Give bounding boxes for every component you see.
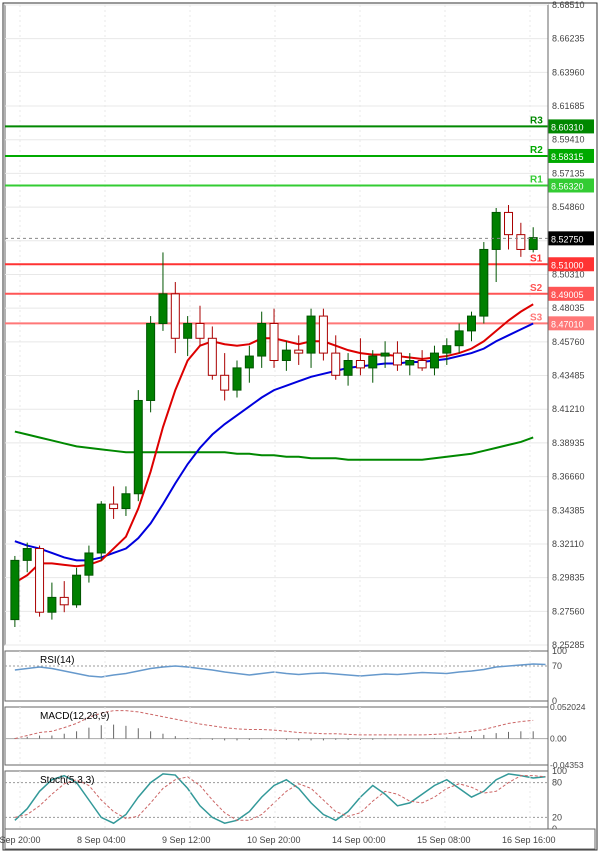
svg-text:8.56320: 8.56320 <box>551 181 584 191</box>
macd-panel: MACD(12,26,9)-0.043530.000.052024 <box>5 702 586 770</box>
svg-text:0.00: 0.00 <box>550 734 567 744</box>
x-tick-label: 6 Sep 20:00 <box>0 835 41 845</box>
svg-text:8.57135: 8.57135 <box>552 168 585 178</box>
svg-text:8.27560: 8.27560 <box>552 606 585 616</box>
candle-body <box>467 316 475 331</box>
candle-body <box>492 212 500 249</box>
candle-body <box>23 549 31 561</box>
x-tick-label: 10 Sep 20:00 <box>247 835 301 845</box>
svg-text:8.59410: 8.59410 <box>552 135 585 145</box>
price-panel: R3 R2 R1 S1 S2 S3 <box>5 5 548 645</box>
candle-body <box>393 353 401 365</box>
candle-body <box>282 350 290 360</box>
trading-chart: R3R2R1S1S2S38.252858.275608.298358.32110… <box>0 0 600 853</box>
x-tick-label: 15 Sep 08:00 <box>417 835 471 845</box>
candle-body <box>332 353 340 375</box>
svg-text:8.61685: 8.61685 <box>552 101 585 111</box>
candle-body <box>455 331 463 346</box>
candle-body <box>159 294 167 324</box>
svg-text:100: 100 <box>552 766 567 776</box>
candle-body <box>381 353 389 356</box>
svg-text:70: 70 <box>552 661 562 671</box>
svg-text:8.60310: 8.60310 <box>551 122 584 132</box>
svg-text:80: 80 <box>552 778 562 788</box>
candle-body <box>418 360 426 367</box>
candle-body <box>147 323 155 400</box>
x-axis: 6 Sep 20:00 8 Sep 04:00 9 Sep 12:00 10 Sep … <box>0 829 595 849</box>
candle-body <box>443 346 451 353</box>
stoch-panel: Stoch(5,3,3)02080100 <box>5 766 567 834</box>
svg-text:8.38935: 8.38935 <box>552 438 585 448</box>
candle-body <box>480 249 488 316</box>
svg-text:8.49005: 8.49005 <box>551 290 584 300</box>
candle-body <box>208 338 216 375</box>
candle-body <box>430 353 438 368</box>
candle-body <box>344 360 352 375</box>
candle-body <box>184 323 192 338</box>
rsi-label: RSI(14) <box>40 655 74 666</box>
svg-text:8.54860: 8.54860 <box>552 202 585 212</box>
x-tick-label: 8 Sep 04:00 <box>77 835 126 845</box>
svg-text:8.34385: 8.34385 <box>552 505 585 515</box>
candle-body <box>233 368 241 390</box>
candle-body <box>369 356 377 368</box>
svg-text:100: 100 <box>552 646 567 656</box>
candle-body <box>245 356 253 368</box>
svg-text:8.66235: 8.66235 <box>552 34 585 44</box>
svg-text:8.48035: 8.48035 <box>552 303 585 313</box>
svg-text:8.45760: 8.45760 <box>552 337 585 347</box>
candle-body <box>270 323 278 360</box>
svg-text:8.63960: 8.63960 <box>552 67 585 77</box>
candle-body <box>73 575 81 605</box>
svg-text:8.32110: 8.32110 <box>552 539 584 549</box>
svg-text:8.51000: 8.51000 <box>551 260 584 270</box>
stoch-label: Stoch(5,3,3) <box>40 775 94 786</box>
current-price-label: 8.52750 <box>551 234 584 244</box>
level-label-s2: S2 <box>530 283 543 294</box>
svg-text:20: 20 <box>552 812 562 822</box>
candle-body <box>85 553 93 575</box>
candle-body <box>505 212 513 234</box>
svg-text:8.41210: 8.41210 <box>552 404 585 414</box>
svg-text:8.47010: 8.47010 <box>551 319 584 329</box>
svg-text:0.052024: 0.052024 <box>550 702 586 712</box>
candle-body <box>295 350 303 353</box>
macd-label: MACD(12,26,9) <box>40 711 109 722</box>
x-tick-label: 9 Sep 12:00 <box>162 835 211 845</box>
level-label-s1: S1 <box>530 253 543 264</box>
candle-body <box>356 360 364 367</box>
candle-body <box>171 294 179 338</box>
level-label-r2: R2 <box>530 145 543 156</box>
candle-body <box>307 316 315 353</box>
candle-body <box>134 400 142 493</box>
level-label-s3: S3 <box>530 312 543 323</box>
candle-body <box>319 316 327 353</box>
candle-body <box>110 504 118 508</box>
level-label-r3: R3 <box>530 115 543 126</box>
candle-body <box>529 238 537 250</box>
svg-text:8.68510: 8.68510 <box>552 0 585 10</box>
candle-body <box>48 597 56 612</box>
candle-body <box>221 375 229 390</box>
x-tick-label: 14 Sep 00:00 <box>332 835 386 845</box>
candle-body <box>36 549 44 613</box>
candle-body <box>11 560 19 619</box>
candle-body <box>258 323 266 356</box>
level-label-r1: R1 <box>530 174 543 185</box>
candle-body <box>196 323 204 338</box>
candle-body <box>517 235 525 250</box>
x-tick-label: 16 Sep 16:00 <box>502 835 556 845</box>
svg-text:8.43485: 8.43485 <box>552 371 585 381</box>
candle-body <box>97 504 105 553</box>
candle-body <box>406 360 414 364</box>
svg-text:8.58315: 8.58315 <box>551 152 584 162</box>
y-axis: 8.252858.275608.298358.321108.343858.366… <box>548 0 594 650</box>
candle-body <box>122 494 130 509</box>
svg-text:8.29835: 8.29835 <box>552 573 585 583</box>
rsi-panel: RSI(14)070100 <box>5 646 567 706</box>
candle-body <box>60 597 68 604</box>
svg-text:8.36660: 8.36660 <box>552 472 585 482</box>
